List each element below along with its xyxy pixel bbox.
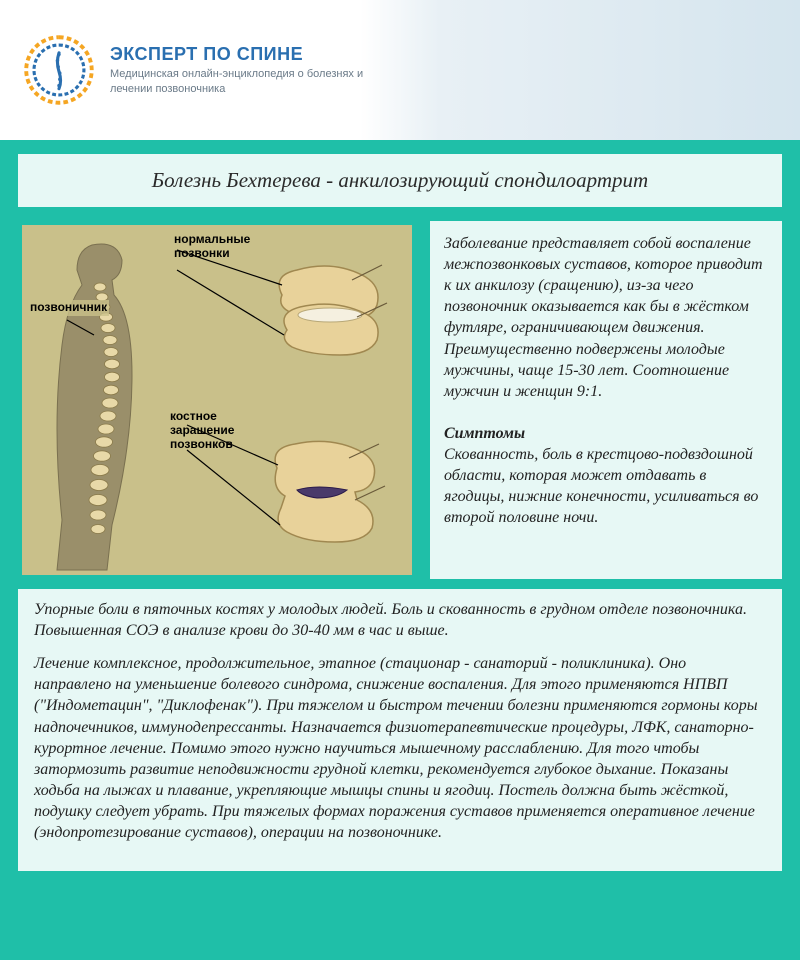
diagram-label-fusion: костное зарашение позвонков bbox=[170, 410, 280, 451]
site-logo-icon bbox=[20, 31, 98, 109]
diagram-svg bbox=[22, 225, 412, 575]
diagram-label-spine: позвоничник bbox=[28, 300, 109, 316]
body-p1: Упорные боли в пяточных костях у молодых… bbox=[34, 599, 766, 641]
symptoms-heading: Симптомы bbox=[444, 425, 525, 442]
page-title: Болезнь Бехтерева - анкилозирующий спонд… bbox=[18, 154, 782, 207]
symptoms-text: Скованность, боль в крестцово-подвздошно… bbox=[444, 446, 758, 526]
site-title: ЭКСПЕРТ ПО СПИНЕ bbox=[110, 44, 370, 65]
body-p2: Лечение комплексное, продолжительное, эт… bbox=[34, 653, 766, 843]
spine-diagram: позвоничник нормальные позвонки костное … bbox=[18, 221, 416, 579]
site-header: ЭКСПЕРТ ПО СПИНЕ Медицинская онлайн-энци… bbox=[0, 0, 800, 140]
side-panel: Заболевание представляет собой воспалени… bbox=[430, 221, 782, 579]
logo-block: ЭКСПЕРТ ПО СПИНЕ Медицинская онлайн-энци… bbox=[20, 31, 370, 109]
diagram-label-normal: нормальные позвонки bbox=[174, 233, 284, 261]
body-panel: Упорные боли в пяточных костях у молодых… bbox=[18, 589, 782, 871]
mid-row: позвоничник нормальные позвонки костное … bbox=[18, 221, 782, 579]
content-area: Болезнь Бехтерева - анкилозирующий спонд… bbox=[0, 140, 800, 889]
logo-text: ЭКСПЕРТ ПО СПИНЕ Медицинская онлайн-энци… bbox=[110, 44, 370, 96]
intro-text: Заболевание представляет собой воспалени… bbox=[444, 235, 763, 400]
site-subtitle: Медицинская онлайн-энциклопедия о болезн… bbox=[110, 67, 370, 96]
